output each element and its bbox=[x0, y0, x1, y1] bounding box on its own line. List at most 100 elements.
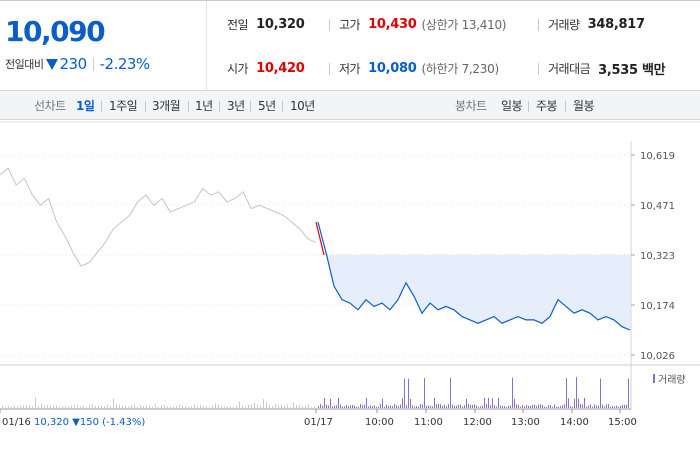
period-1w-button[interactable]: 1주일 bbox=[109, 99, 138, 113]
change-value: 230 bbox=[59, 55, 87, 73]
candle-daily-button[interactable]: 일봉 bbox=[501, 99, 523, 113]
volume-bar bbox=[500, 405, 501, 408]
volume-bar bbox=[556, 406, 557, 408]
volume-bar bbox=[194, 404, 195, 408]
stat-label: 거래대금 bbox=[548, 61, 591, 76]
volume-bar bbox=[330, 398, 331, 408]
volume-bar bbox=[128, 406, 129, 408]
volume-bar bbox=[400, 404, 401, 408]
volume-bar bbox=[514, 398, 515, 408]
volume-bar bbox=[494, 405, 495, 408]
volume-bar bbox=[179, 404, 180, 408]
change-divider bbox=[92, 57, 94, 71]
volume-bar bbox=[384, 406, 385, 408]
volume-bar bbox=[326, 404, 327, 408]
volume-bar bbox=[251, 404, 252, 408]
current-price: 10,090 bbox=[5, 15, 106, 48]
volume-bar bbox=[14, 405, 15, 408]
volume-bar bbox=[324, 397, 325, 408]
volume-bar bbox=[590, 404, 591, 408]
volume-bar bbox=[622, 405, 623, 408]
volume-bar bbox=[398, 406, 399, 408]
volume-bar bbox=[604, 406, 605, 408]
volume-bar bbox=[155, 404, 156, 408]
volume-bar bbox=[340, 404, 341, 408]
period-3m-button[interactable]: 3개월 bbox=[152, 99, 181, 113]
volume-bar bbox=[552, 406, 553, 408]
volume-bar bbox=[550, 405, 551, 408]
today-price-line bbox=[317, 221, 631, 331]
period-1y-button[interactable]: 1년 bbox=[195, 99, 213, 113]
volume-bar bbox=[528, 405, 529, 408]
volume-bar bbox=[68, 406, 69, 408]
volume-bar bbox=[420, 404, 421, 408]
volume-bar bbox=[532, 404, 533, 408]
period-divider bbox=[250, 101, 251, 112]
volume-bar bbox=[227, 406, 228, 408]
volume-bar bbox=[376, 406, 377, 408]
volume-bar bbox=[236, 405, 237, 408]
period-divider bbox=[282, 101, 283, 112]
period-10y-button[interactable]: 10년 bbox=[290, 99, 315, 113]
volume-bar bbox=[392, 406, 393, 408]
price-chart[interactable]: 거래량 10,619 10,471 10,323 10,174 10,026 01/16 0… bbox=[0, 121, 700, 450]
stat-volume: 거래량 348,817 bbox=[548, 14, 645, 34]
volume-bar bbox=[188, 406, 189, 408]
volume-bar bbox=[382, 398, 383, 408]
stat-label: 고가 bbox=[339, 17, 361, 32]
volume-bar bbox=[616, 405, 617, 408]
volume-bar bbox=[598, 405, 599, 408]
volume-bar bbox=[474, 404, 475, 408]
candle-monthly-button[interactable]: 월봉 bbox=[573, 99, 595, 113]
period-5y-button[interactable]: 5년 bbox=[258, 99, 276, 113]
volume-bar bbox=[460, 404, 461, 408]
volume-bar bbox=[602, 404, 603, 408]
volume-bar bbox=[466, 398, 467, 408]
volume-bar bbox=[26, 404, 27, 408]
volume-bar bbox=[322, 405, 323, 408]
volume-bar bbox=[428, 405, 429, 408]
volume-bar bbox=[314, 406, 315, 408]
volume-bar bbox=[586, 406, 587, 408]
period-1d-button[interactable]: 1일 bbox=[76, 99, 95, 113]
volume-bar bbox=[442, 405, 443, 408]
change-percent: -2.23% bbox=[99, 55, 151, 73]
volume-bar bbox=[540, 404, 541, 408]
volume-bar bbox=[336, 405, 337, 408]
period-3y-button[interactable]: 3년 bbox=[227, 99, 245, 113]
stat-label: 거래량 bbox=[548, 17, 580, 32]
volume-bar bbox=[328, 405, 329, 408]
volume-bar bbox=[98, 405, 99, 408]
volume-bar bbox=[44, 405, 45, 408]
volume-bar bbox=[612, 406, 613, 408]
volume-bar bbox=[624, 404, 625, 408]
y-tick-label: 10,174 bbox=[640, 301, 675, 312]
y-tick-label: 10,323 bbox=[640, 251, 675, 262]
volume-bar bbox=[302, 406, 303, 408]
volume-bar bbox=[516, 404, 517, 408]
volume-bar bbox=[80, 406, 81, 408]
volume-bar bbox=[278, 405, 279, 408]
volume-bar bbox=[390, 405, 391, 408]
volume-bar bbox=[426, 405, 427, 408]
volume-bar bbox=[41, 404, 42, 408]
volume-bar bbox=[20, 405, 21, 408]
volume-bar bbox=[318, 406, 319, 408]
volume-bar bbox=[239, 401, 240, 408]
volume-bar bbox=[618, 406, 619, 408]
quote-stats: 전일 10,320 고가 10,430 (상한가 13,410) 거래량 348… bbox=[207, 1, 700, 91]
volume-bar bbox=[408, 378, 409, 408]
volume-bar bbox=[47, 404, 48, 408]
volume-bar bbox=[83, 405, 84, 408]
candle-weekly-button[interactable]: 주봉 bbox=[536, 99, 558, 113]
volume-bar bbox=[113, 398, 114, 408]
volume-legend: 거래량 bbox=[658, 374, 686, 386]
stat-value: 10,420 bbox=[256, 60, 305, 76]
volume-bar bbox=[538, 404, 539, 408]
y-tick-label: 10,471 bbox=[640, 201, 675, 212]
volume-bar bbox=[65, 406, 66, 408]
volume-bar bbox=[496, 406, 497, 408]
volume-bar bbox=[482, 405, 483, 408]
x-tick-label: 13:00 bbox=[511, 417, 540, 428]
period-divider bbox=[101, 101, 102, 112]
